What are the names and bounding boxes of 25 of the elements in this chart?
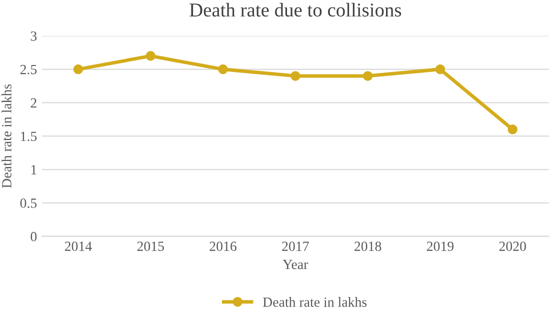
x-tick-label: 2018	[354, 242, 382, 251]
x-tick-label: 2016	[210, 242, 236, 251]
point	[218, 64, 228, 74]
chart-title: Death rate due to collisions	[190, 2, 402, 17]
y-axis-title: Death rate in lakhs	[2, 84, 12, 188]
y-tick-label: 0	[30, 232, 37, 242]
point	[362, 71, 373, 81]
y-tick-label: 2.5	[20, 64, 37, 74]
point	[73, 64, 84, 74]
y-tick-label: 3	[30, 31, 37, 41]
x-axis-title: Year	[282, 260, 308, 270]
x-tick-label: 2014	[64, 242, 92, 251]
x-tick-label: 2015	[137, 242, 164, 251]
point	[290, 71, 300, 81]
y-tick-label: 2	[30, 98, 36, 108]
y-tick-label: 1.5	[21, 132, 37, 142]
point	[508, 124, 518, 134]
point	[146, 51, 156, 61]
x-tick-label: 2020	[499, 242, 526, 251]
x-tick-label: 2017	[282, 242, 309, 251]
point	[435, 64, 446, 74]
y-tick-label: 1	[31, 165, 36, 174]
x-tick-label: 2019	[426, 242, 454, 251]
legend-label: Death rate in lakhs	[262, 297, 367, 307]
y-tick-label: 0.5	[20, 198, 37, 208]
